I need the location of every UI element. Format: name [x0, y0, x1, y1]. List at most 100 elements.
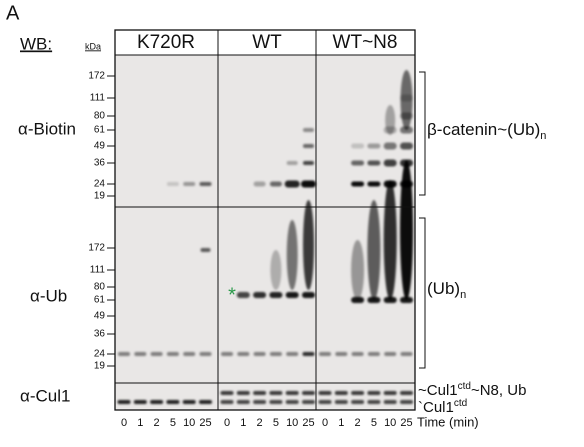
- band: [351, 352, 364, 356]
- row-label: α-Biotin: [18, 119, 76, 138]
- band: [183, 352, 196, 356]
- time-point: 2: [355, 417, 361, 429]
- band: [334, 391, 348, 395]
- band: [383, 400, 397, 404]
- band: [302, 400, 315, 404]
- band: [166, 352, 179, 356]
- band: [351, 160, 365, 166]
- band: [253, 292, 267, 298]
- bracket: [419, 71, 426, 196]
- band: [285, 400, 299, 404]
- mw-marker: 172: [88, 71, 105, 82]
- annotation: β-catenin~(Ub)n: [427, 120, 546, 141]
- band: [302, 391, 315, 395]
- band: [269, 181, 282, 187]
- band: [383, 297, 397, 303]
- band: [351, 181, 365, 187]
- time-point: 1: [240, 417, 246, 429]
- time-point: 5: [170, 417, 176, 429]
- band: [220, 391, 234, 395]
- band: [351, 400, 365, 404]
- band: [284, 180, 300, 188]
- band: [118, 352, 130, 356]
- band: [383, 142, 397, 150]
- band: [367, 181, 381, 187]
- time-point: 2: [257, 417, 263, 429]
- asterisk: *: [228, 284, 236, 306]
- time-point: 1: [137, 417, 143, 429]
- band: [351, 143, 365, 149]
- bracket: [419, 217, 426, 369]
- time-point: 0: [322, 417, 328, 429]
- band: [183, 182, 196, 186]
- band: [334, 400, 348, 404]
- band: [285, 292, 299, 298]
- band: [302, 292, 315, 298]
- band: [400, 70, 413, 130]
- band: [182, 400, 196, 404]
- band: [351, 391, 365, 395]
- band: [253, 391, 267, 395]
- band: [383, 391, 397, 395]
- band: [400, 352, 413, 356]
- kda-label: kDa: [85, 41, 101, 51]
- mw-marker: 24: [94, 349, 106, 360]
- mw-marker: 80: [94, 282, 106, 293]
- time-point: 5: [371, 417, 377, 429]
- time-point: 5: [273, 417, 279, 429]
- band: [236, 391, 250, 395]
- band: [117, 400, 131, 404]
- band: [303, 144, 314, 148]
- bands: [117, 70, 413, 404]
- blot-frame: [114, 29, 416, 411]
- band: [199, 400, 212, 404]
- mw-marker: 49: [94, 141, 106, 152]
- lane-header: WT~N8: [333, 32, 398, 53]
- band: [367, 200, 381, 300]
- band: [270, 250, 282, 290]
- mw-marker: 19: [94, 361, 106, 372]
- band: [303, 128, 314, 132]
- band: [236, 400, 250, 404]
- band: [133, 400, 147, 404]
- annotation: (Ub)n: [427, 279, 466, 300]
- time-point: 25: [199, 417, 211, 429]
- band: [318, 391, 332, 395]
- band: [367, 400, 381, 404]
- mw-marker: 24: [94, 179, 106, 190]
- band: [269, 292, 283, 298]
- mw-marker: 80: [94, 111, 106, 122]
- time-point: 0: [224, 417, 230, 429]
- band: [166, 400, 180, 404]
- band: [134, 352, 147, 356]
- band: [367, 143, 381, 149]
- time-point: 10: [183, 417, 195, 429]
- band: [384, 352, 397, 356]
- mw-marker: 36: [94, 329, 106, 340]
- band: [303, 200, 314, 290]
- mw-marker: 111: [90, 265, 106, 276]
- band: [200, 248, 211, 252]
- time-point: 1: [338, 417, 344, 429]
- cul1-label: ~Cul1ctd~N8, Ub: [418, 381, 526, 399]
- mw-marker: 36: [94, 158, 106, 169]
- row-label: α-Cul1: [20, 386, 70, 405]
- band: [400, 297, 413, 303]
- band: [335, 352, 348, 356]
- band: [367, 160, 381, 166]
- band: [150, 400, 164, 404]
- band: [286, 352, 299, 356]
- panel-label: A: [6, 2, 20, 24]
- lane-header: K720R: [137, 32, 195, 53]
- band: [367, 297, 381, 303]
- band: [351, 297, 365, 303]
- band: [303, 161, 314, 165]
- time-point: 2: [154, 417, 160, 429]
- band: [318, 400, 332, 404]
- band: [351, 240, 365, 300]
- row-label: α-Ub: [30, 286, 67, 305]
- band: [383, 159, 397, 167]
- band: [286, 220, 298, 290]
- time-point: 25: [400, 417, 412, 429]
